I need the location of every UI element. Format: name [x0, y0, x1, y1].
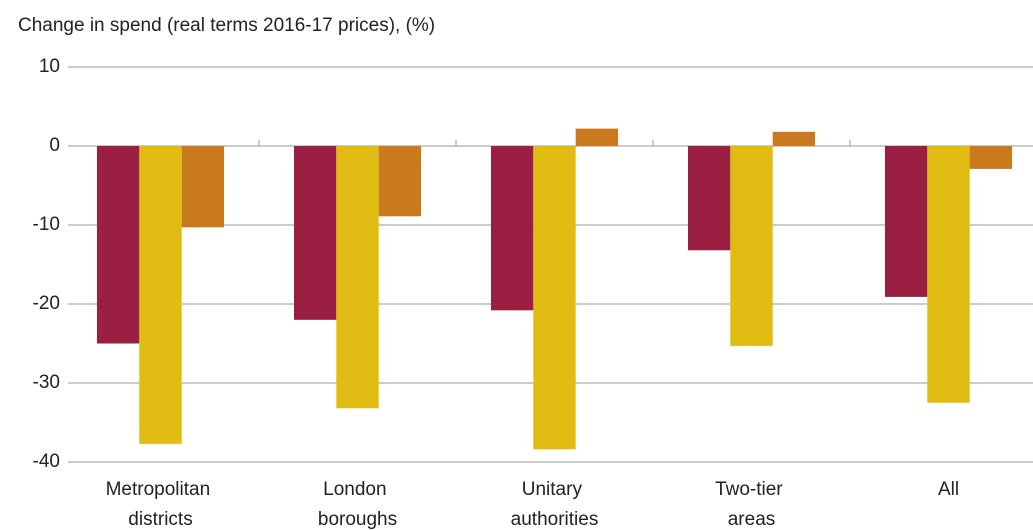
bar [969, 146, 1013, 169]
y-tick-label: 10 [39, 56, 60, 77]
x-tick-label-line: districts [128, 509, 192, 530]
x-tick-label: Two-tier areas [715, 479, 788, 530]
chart-title: Change in spend (real terms 2016-17 pric… [18, 15, 435, 36]
bar [575, 128, 619, 146]
x-tick-label: London boroughs [318, 479, 397, 530]
x-tick-label: Metropolitan districts [106, 479, 216, 530]
x-tick-label-line: boroughs [318, 509, 397, 530]
bar [884, 146, 928, 297]
y-tick-label: -10 [33, 214, 60, 235]
y-tick-label: -40 [33, 451, 60, 472]
bar [378, 146, 422, 217]
bar [336, 146, 379, 409]
x-tick-label: All [938, 479, 959, 500]
x-tick-label-line: London [323, 479, 392, 500]
x-tick-label-line: Unitary [522, 479, 587, 500]
y-tick-label: -20 [33, 293, 60, 314]
x-tick-label-line: areas [728, 509, 776, 530]
x-tick-label-line: authorities [511, 509, 599, 530]
bar [139, 146, 182, 444]
y-tick-label: -30 [33, 372, 60, 393]
bar [927, 146, 970, 403]
bar [772, 131, 816, 146]
x-tick-label-line: Two-tier [715, 479, 788, 500]
bar [181, 146, 225, 228]
bar [490, 146, 534, 311]
bar [730, 146, 773, 346]
bar [533, 146, 576, 450]
y-tick-label: 0 [49, 135, 60, 156]
bar [687, 146, 731, 251]
x-tick-label-line: Metropolitan [106, 479, 216, 500]
bar [96, 146, 140, 344]
x-tick-label: Unitary authorities [511, 479, 599, 530]
bar [293, 146, 337, 320]
